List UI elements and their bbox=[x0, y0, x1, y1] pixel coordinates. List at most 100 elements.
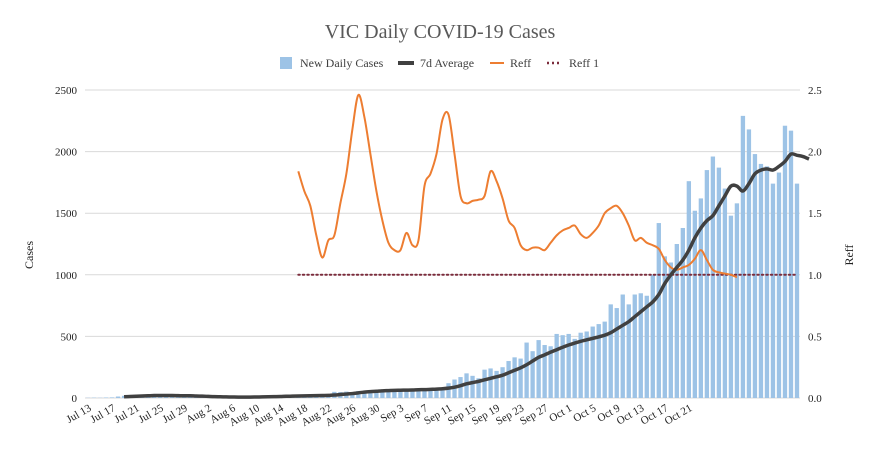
bar bbox=[458, 377, 463, 398]
bar bbox=[536, 340, 541, 398]
y2-axis-ticks: 0.0 0.5 1.0 1.5 2.0 2.5 bbox=[808, 85, 822, 405]
bar bbox=[632, 294, 637, 398]
bar bbox=[440, 388, 445, 398]
bar bbox=[698, 198, 704, 398]
y2-tick-label: 2.5 bbox=[808, 85, 822, 97]
y-tick-label: 2000 bbox=[55, 147, 78, 159]
bar bbox=[398, 390, 403, 398]
bar bbox=[518, 358, 523, 398]
legend-label-reff: Reff bbox=[510, 56, 531, 70]
bar bbox=[512, 357, 517, 398]
bar bbox=[368, 391, 373, 398]
bar bbox=[734, 203, 740, 398]
bar bbox=[764, 166, 770, 398]
bar bbox=[566, 333, 571, 398]
y-axis-ticks: 0 500 1000 1500 2000 2500 bbox=[55, 85, 78, 405]
legend-label-avg: 7d Average bbox=[420, 56, 474, 70]
bar bbox=[464, 373, 469, 398]
bar bbox=[782, 125, 788, 398]
chart-title: VIC Daily COVID-19 Cases bbox=[325, 21, 556, 43]
y-tick-label: 1500 bbox=[55, 208, 78, 220]
x-tick-label: Oct 21 bbox=[663, 402, 695, 427]
bar bbox=[770, 183, 776, 398]
legend-swatch-cases bbox=[280, 57, 292, 69]
bar bbox=[680, 227, 685, 398]
bar bbox=[596, 324, 601, 398]
bar bbox=[416, 389, 421, 398]
bar bbox=[506, 361, 511, 398]
bar bbox=[476, 378, 481, 398]
y2-tick-label: 1.0 bbox=[808, 270, 822, 282]
reff-line bbox=[297, 93, 738, 279]
bar bbox=[788, 130, 794, 398]
bar bbox=[386, 390, 391, 398]
y-tick-label: 2500 bbox=[55, 85, 78, 97]
bar bbox=[746, 129, 752, 398]
bar bbox=[548, 346, 553, 398]
x-tick-label: Oct 5 bbox=[571, 402, 598, 425]
bar bbox=[488, 368, 493, 398]
bars-series bbox=[85, 115, 800, 398]
bar bbox=[121, 395, 127, 398]
bar bbox=[674, 244, 679, 398]
bar bbox=[482, 369, 487, 398]
bar bbox=[662, 256, 667, 398]
bar bbox=[776, 172, 782, 398]
bar bbox=[109, 397, 115, 398]
bar bbox=[644, 295, 649, 398]
y2-tick-label: 1.5 bbox=[808, 208, 822, 220]
y2-tick-label: 0.0 bbox=[808, 393, 822, 405]
x-tick-label: Oct 1 bbox=[547, 402, 574, 424]
bar bbox=[434, 388, 439, 398]
bar bbox=[638, 293, 643, 398]
bar bbox=[578, 332, 583, 398]
bar bbox=[554, 333, 559, 398]
bar bbox=[710, 156, 716, 398]
bar bbox=[794, 183, 800, 398]
bar bbox=[626, 304, 631, 398]
bar bbox=[524, 342, 529, 398]
y-tick-label: 500 bbox=[61, 331, 78, 343]
y2-tick-label: 0.5 bbox=[808, 331, 822, 343]
bar bbox=[602, 321, 607, 398]
bar bbox=[728, 215, 734, 398]
bar bbox=[608, 304, 613, 398]
bar bbox=[374, 390, 379, 398]
bar bbox=[620, 294, 625, 398]
bar bbox=[668, 262, 673, 398]
legend: New Daily Cases 7d Average Reff Reff 1 bbox=[280, 56, 599, 70]
x-tick-label: Sep 27 bbox=[518, 402, 551, 428]
bar bbox=[716, 167, 722, 398]
bar bbox=[614, 308, 619, 398]
bar bbox=[590, 326, 595, 398]
bar bbox=[650, 274, 655, 398]
bar bbox=[410, 389, 415, 398]
bar bbox=[404, 390, 409, 398]
lines-series bbox=[123, 93, 810, 399]
bar bbox=[470, 375, 475, 398]
bar bbox=[686, 181, 692, 398]
x-tick-label: Sep 3 bbox=[379, 402, 407, 425]
bar bbox=[362, 391, 367, 398]
bar bbox=[494, 370, 499, 398]
bar bbox=[584, 331, 589, 398]
y-tick-label: 0 bbox=[72, 393, 78, 405]
bar bbox=[656, 223, 661, 398]
bar bbox=[500, 367, 505, 398]
legend-label-cases: New Daily Cases bbox=[300, 56, 384, 70]
bar bbox=[560, 335, 565, 398]
bar bbox=[422, 389, 427, 398]
bar bbox=[542, 345, 547, 398]
y2-tick-label: 2.0 bbox=[808, 147, 822, 159]
bar bbox=[530, 351, 535, 398]
bar bbox=[758, 163, 764, 398]
legend-label-reff1: Reff 1 bbox=[569, 56, 599, 70]
bar bbox=[704, 170, 710, 398]
y-tick-label: 1000 bbox=[55, 270, 78, 282]
bar bbox=[392, 390, 397, 398]
bar bbox=[380, 390, 385, 398]
bar bbox=[752, 154, 758, 398]
